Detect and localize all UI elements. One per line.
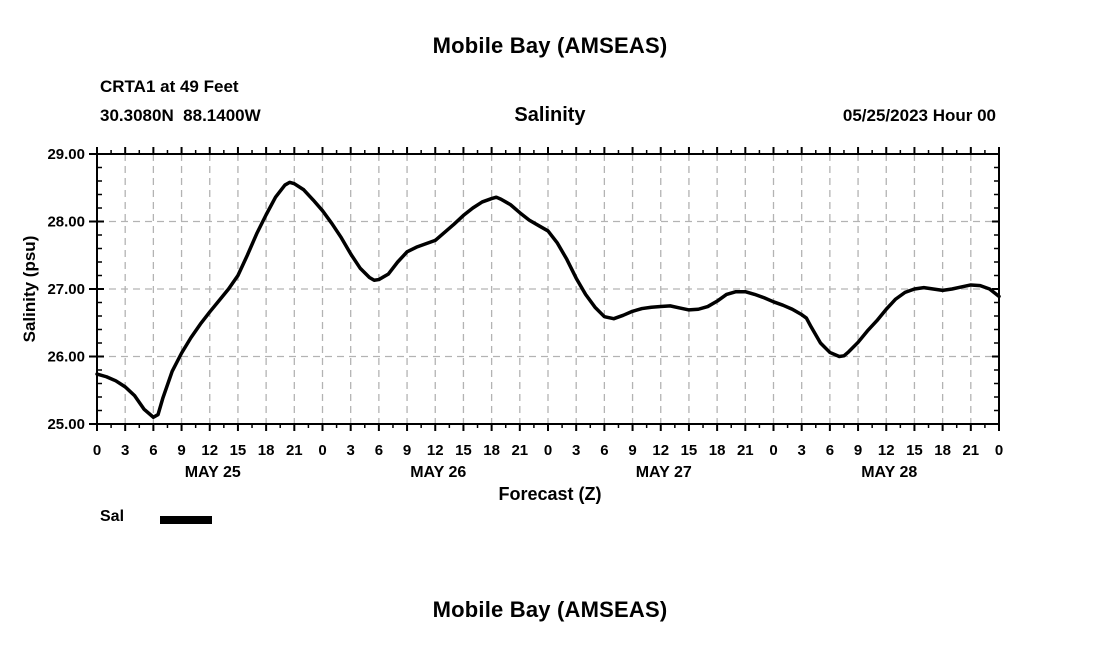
x-tick-label: 12 [427,442,444,459]
x-tick-label: 0 [318,442,326,459]
x-tick-label: 12 [878,442,895,459]
x-tick-label: 12 [652,442,669,459]
x-tick-label: 6 [375,442,383,459]
x-tick-label: 15 [230,442,247,459]
x-tick-label: 15 [455,442,472,459]
day-label: MAY 26 [410,464,466,481]
day-label: MAY 28 [861,464,917,481]
salinity-curve [95,180,1001,419]
day-label: MAY 25 [185,464,241,481]
station-id: CRTA1 at 49 Feet [100,77,239,96]
x-tick-label: 9 [177,442,185,459]
x-tick-label: 21 [511,442,528,459]
x-tick-label: 6 [826,442,834,459]
y-tick-label: 29.00 [47,146,85,163]
legend: Sal [100,508,212,532]
y-tick-label: 27.00 [47,281,85,298]
y-tick-label: 28.00 [47,214,85,231]
y-tick-label: 26.00 [47,349,85,366]
x-tick-label: 15 [681,442,698,459]
x-tick-label: 9 [628,442,636,459]
day-label: MAY 27 [636,464,692,481]
page-title: Mobile Bay (AMSEAS) [432,33,668,58]
x-tick-label: 18 [258,442,275,459]
x-tick-label: 0 [769,442,777,459]
legend-label-sal: Sal [100,508,125,525]
x-tick-label: 0 [995,442,1003,459]
x-tick-label: 21 [737,442,754,459]
chart-title: Salinity [514,104,586,126]
x-tick-label: 3 [347,442,355,459]
x-tick-label: 9 [854,442,862,459]
x-axis-title: Forecast (Z) [498,484,602,504]
x-tick-label: 18 [934,442,951,459]
x-tick-label: 18 [483,442,500,459]
x-tick-label: 6 [149,442,157,459]
x-tick-label: 6 [600,442,608,459]
x-tick-label: 15 [906,442,923,459]
x-tick-label: 0 [93,442,101,459]
y-tick-label: 25.00 [47,416,85,433]
legend-line-swatch [160,516,212,524]
x-tick-label: 21 [286,442,303,459]
station-coordinates: 30.3080N 88.1400W [100,106,261,125]
x-tick-label: 3 [572,442,580,459]
x-tick-label: 0 [544,442,552,459]
x-tick-label: 12 [201,442,218,459]
x-tick-label: 18 [709,442,726,459]
x-tick-label: 3 [798,442,806,459]
x-tick-label: 3 [121,442,129,459]
model-run-label: 05/25/2023 Hour 00 [842,106,996,125]
x-tick-label: 21 [962,442,979,459]
next-page-title: Mobile Bay (AMSEAS) [432,597,668,622]
x-tick-label: 9 [403,442,411,459]
